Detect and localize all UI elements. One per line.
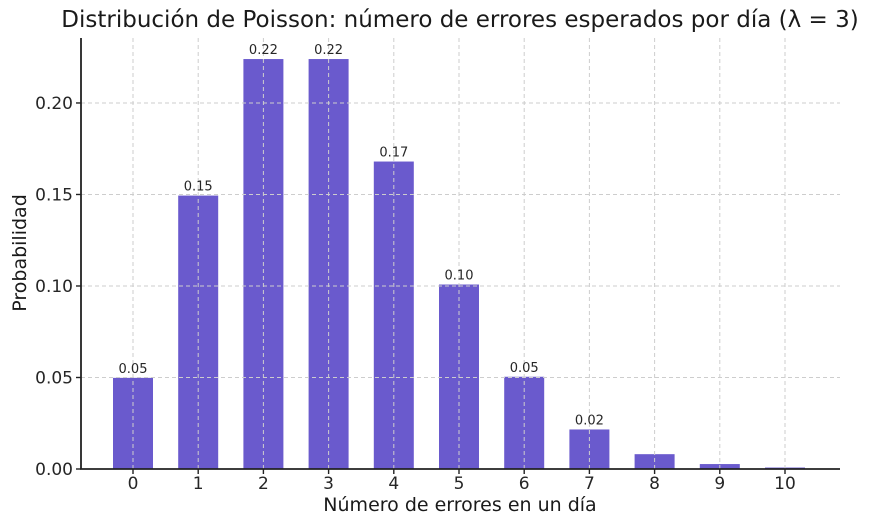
x-tick-label: 5	[454, 474, 465, 494]
bar-value-label: 0.10	[445, 269, 474, 284]
x-tick-label: 1	[193, 474, 204, 494]
bar-value-label: 0.05	[510, 361, 539, 376]
x-tick-label: 2	[258, 474, 269, 494]
y-tick-label: 0.00	[35, 460, 73, 480]
x-tick-label: 8	[649, 474, 660, 494]
x-tick-label: 10	[774, 474, 796, 494]
y-tick-label: 0.15	[35, 185, 73, 205]
x-tick-label: 7	[584, 474, 595, 494]
x-tick-label: 3	[323, 474, 334, 494]
x-tick-label: 9	[714, 474, 725, 494]
bar-value-label: 0.22	[249, 43, 278, 58]
bar-value-label: 0.22	[314, 43, 343, 58]
x-tick-label: 4	[388, 474, 399, 494]
chart-title: Distribución de Poisson: número de error…	[61, 7, 859, 33]
bar-value-label: 0.15	[184, 180, 213, 195]
bar-value-label: 0.17	[379, 146, 408, 161]
bar-value-label: 0.05	[119, 362, 148, 377]
y-axis-label: Probabilidad	[9, 194, 31, 312]
bar	[569, 429, 610, 469]
y-tick-label: 0.20	[35, 94, 73, 114]
x-axis-label: Número de errores en un día	[323, 494, 597, 516]
x-tick-label: 0	[128, 474, 139, 494]
y-tick-label: 0.10	[35, 277, 73, 297]
bar-value-label: 0.02	[575, 413, 604, 428]
y-tick-label: 0.05	[35, 368, 73, 388]
x-tick-label: 6	[519, 474, 530, 494]
